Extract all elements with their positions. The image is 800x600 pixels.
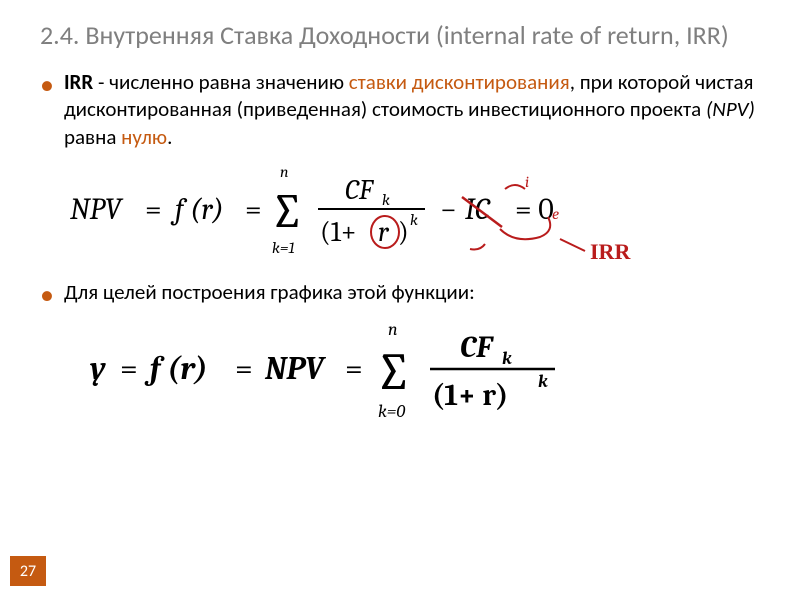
f1-eq1: =	[145, 192, 162, 227]
f2-cf-sub: k	[502, 348, 512, 369]
bullet-1-text: IRR - численно равна значению ставки дис…	[64, 69, 760, 151]
sigma-icon: ∑	[270, 184, 304, 239]
annot-irr: IRR	[590, 239, 631, 264]
f2-denom-exp: k	[538, 371, 548, 392]
bullet-dot-icon: •	[40, 71, 54, 99]
formula-2: y = f (r) = NPV = ∑ n k=0 CF k (1+ r) k	[90, 317, 760, 427]
slide-title: 2.4. Внутренняя Ставка Доходности (inter…	[40, 20, 760, 51]
formula-1-svg: NPV = f (r) = ∑ n k=1 CF k (1+ r ) k −	[70, 159, 770, 269]
text-p6: равна	[64, 124, 121, 150]
f1-npv: NPV	[70, 192, 124, 227]
f2-sum-lower: k=0	[378, 401, 405, 422]
f1-denom1: (1+	[320, 216, 356, 248]
f1-denom-exp: k	[410, 211, 418, 229]
bullet-dot-icon: •	[40, 281, 54, 309]
f2-sum-upper: n	[388, 319, 398, 340]
bullet-2-text: Для целей построения графика этой функци…	[64, 279, 475, 306]
text-p2: - численно равна значению	[93, 69, 349, 95]
f1-cf: CF	[345, 174, 375, 206]
annot-e: e	[552, 205, 559, 223]
page-number-badge: 27	[10, 556, 46, 586]
annot-i: i	[525, 173, 529, 191]
text-p8: .	[167, 124, 172, 150]
f2-eq2: =	[235, 350, 253, 387]
f1-tail: = 0	[515, 192, 554, 227]
formula-2-svg: y = f (r) = NPV = ∑ n k=0 CF k (1+ r) k	[90, 317, 740, 427]
text-zero: нулю	[121, 124, 167, 150]
f1-fr: f (r)	[170, 192, 224, 227]
text-npv: (NPV)	[706, 96, 755, 122]
bullet-1: • IRR - численно равна значению ставки д…	[40, 69, 760, 151]
f1-denom-close: )	[398, 216, 409, 248]
f1-minus: −	[440, 192, 457, 227]
f1-r: r	[378, 216, 390, 248]
sigma-icon: ∑	[375, 342, 412, 402]
text-irr: IRR	[64, 69, 93, 95]
bullet-2: • Для целей построения графика этой функ…	[40, 279, 760, 309]
f2-npv: NPV	[264, 350, 327, 387]
f1-sum-lower: k=1	[272, 239, 295, 257]
f2-y: y	[90, 350, 106, 387]
f2-eq3: =	[345, 350, 363, 387]
f1-cf-sub: k	[382, 191, 390, 209]
page-number: 27	[20, 562, 36, 581]
f1-eq2: =	[245, 192, 262, 227]
text-discount-rate: ставки дисконтирования	[349, 69, 570, 95]
slide: 2.4. Внутренняя Ставка Доходности (inter…	[0, 0, 800, 600]
f2-eq1: =	[120, 350, 138, 387]
f2-denom: (1+ r)	[432, 378, 508, 413]
formula-1: NPV = f (r) = ∑ n k=1 CF k (1+ r ) k −	[70, 159, 760, 269]
f2-cf: CF	[460, 330, 494, 365]
f1-sum-upper: n	[280, 163, 289, 181]
f2-fr: f (r)	[144, 350, 208, 387]
